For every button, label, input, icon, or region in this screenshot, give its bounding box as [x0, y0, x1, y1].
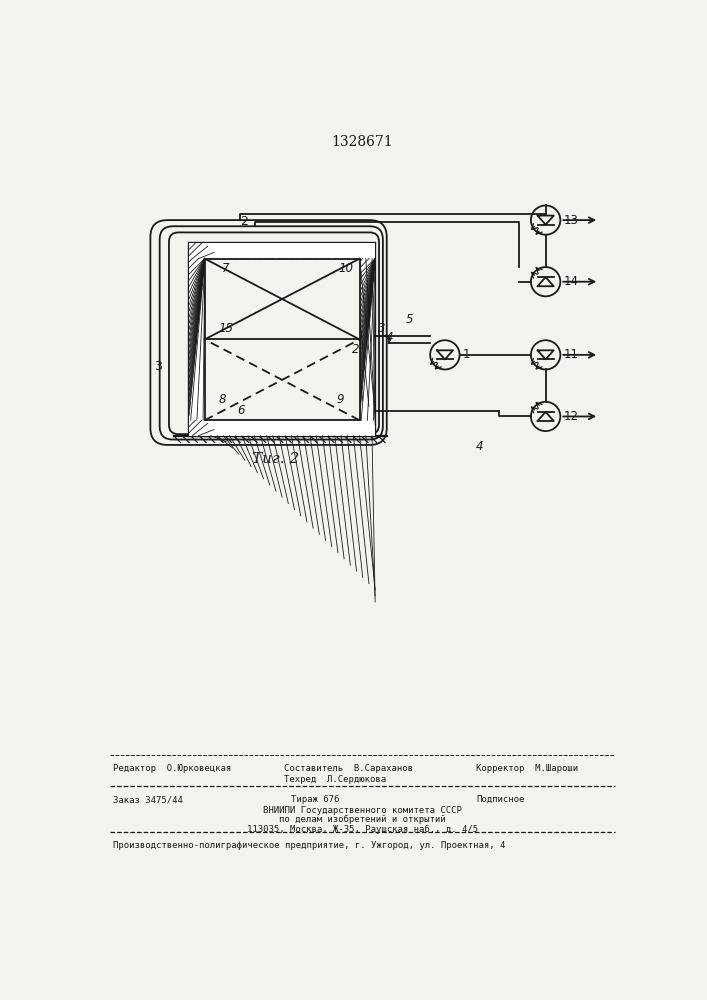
Text: 2: 2: [352, 343, 359, 356]
Bar: [189, 259, 204, 420]
Text: Составитель  В.Сараханов: Составитель В.Сараханов: [284, 764, 413, 773]
Text: 2: 2: [240, 215, 248, 228]
Text: 11: 11: [563, 348, 578, 361]
Text: 4: 4: [476, 440, 484, 453]
Bar: [189, 243, 375, 436]
Text: 14: 14: [563, 275, 578, 288]
Text: 13: 13: [563, 214, 578, 227]
Text: Заказ 3475/44: Заказ 3475/44: [113, 795, 183, 804]
Text: 10: 10: [338, 262, 353, 275]
Text: 12: 12: [563, 410, 578, 423]
Text: 6: 6: [237, 404, 245, 417]
Bar: [360, 259, 375, 420]
Text: 3: 3: [378, 322, 386, 335]
Text: Редактор  О.Юрковецкая: Редактор О.Юрковецкая: [113, 764, 231, 773]
Text: Корректор  М.Шароши: Корректор М.Шароши: [476, 764, 578, 773]
Bar: [189, 243, 375, 259]
Bar: [204, 259, 360, 420]
Text: по делам изобретений и открытий: по делам изобретений и открытий: [279, 815, 445, 824]
Text: 1: 1: [462, 348, 470, 361]
Text: Производственно-полиграфическое предприятие, г. Ужгород, ул. Проектная, 4: Производственно-полиграфическое предприя…: [113, 841, 506, 850]
Text: 113035, Москва, Ж-35, Раушская наб., д. 4/5: 113035, Москва, Ж-35, Раушская наб., д. …: [247, 825, 478, 834]
Text: 4: 4: [386, 331, 394, 344]
Text: Тираж 676: Тираж 676: [291, 795, 340, 804]
Text: 7: 7: [222, 262, 229, 275]
Text: 9: 9: [337, 393, 344, 406]
Bar: [189, 420, 375, 436]
Text: 3: 3: [154, 360, 162, 373]
Text: Τиг. 2: Τиг. 2: [252, 452, 300, 466]
Text: 8: 8: [218, 393, 226, 406]
Text: 15: 15: [218, 322, 233, 335]
Text: Подписное: Подписное: [476, 795, 525, 804]
Text: 1328671: 1328671: [332, 135, 393, 149]
Text: ВНИИПИ Государственного комитета СССР: ВНИИПИ Государственного комитета СССР: [263, 806, 462, 815]
Text: Техред  Л.Сердюкова: Техред Л.Сердюкова: [284, 775, 386, 784]
Text: 5: 5: [406, 313, 414, 326]
